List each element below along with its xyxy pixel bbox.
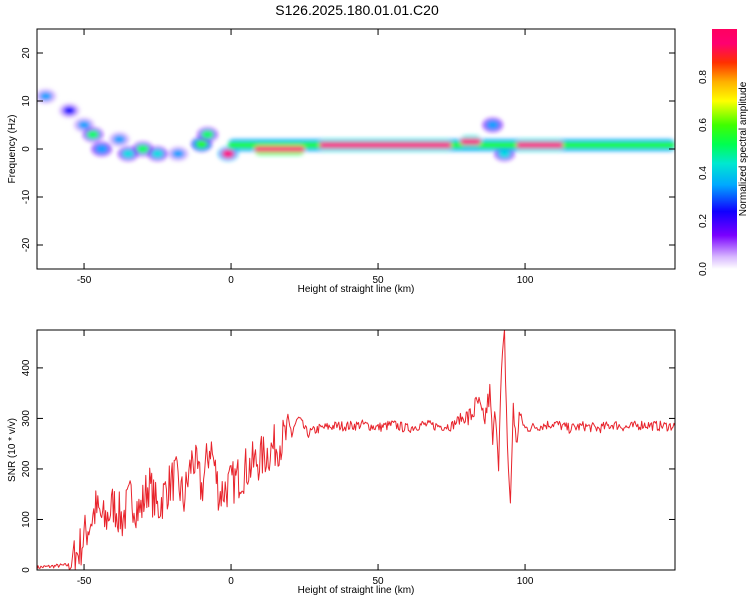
y-tick-label: -10 <box>21 189 32 204</box>
y-tick-label: 10 <box>21 95 32 107</box>
y-tick-label: 400 <box>21 359 32 376</box>
colorbar-gradient <box>712 29 737 269</box>
colorbar-tick-label: 0.0 <box>698 262 709 276</box>
bottom-x-axis-label: Height of straight line (km) <box>298 585 415 596</box>
x-tick-label: 50 <box>372 576 384 587</box>
top-y-axis: 20 10 0 -10 -20 <box>21 47 675 252</box>
heatmap-band <box>319 142 452 149</box>
heatmap-band <box>516 142 564 149</box>
colorbar-label: Normalized spectral amplitude <box>738 81 749 216</box>
bottom-y-axis-label: SNR (10 * v/v) <box>7 418 18 482</box>
heatmap-blob <box>39 92 52 101</box>
x-tick-label: -50 <box>77 576 92 587</box>
colorbar-tick-label: 0.4 <box>698 166 709 180</box>
heatmap-blob <box>63 106 76 115</box>
y-tick-label: 300 <box>21 410 32 427</box>
heatmap-blob <box>86 130 99 139</box>
heatmap-blob <box>136 145 149 153</box>
heatmap-blob <box>122 149 135 158</box>
figure-title: S126.2025.180.01.01.C20 <box>275 2 439 18</box>
x-tick-label: 50 <box>372 275 384 286</box>
bottom-y-axis: 0 100 200 300 400 <box>21 359 675 573</box>
x-tick-label: 0 <box>228 275 234 286</box>
heatmap-blob <box>486 121 499 129</box>
snr-series-line <box>37 330 675 570</box>
y-tick-label: 100 <box>21 511 32 528</box>
y-tick-label: 20 <box>21 47 32 59</box>
heatmap-blob <box>195 140 208 149</box>
heatmap-band <box>460 138 481 145</box>
colorbar-ticks: 0.0 0.2 0.4 0.6 0.8 <box>698 70 709 276</box>
heatmap-band <box>254 146 305 152</box>
snr-panel: -50 0 50 100 0 100 200 300 400 Height of straig… <box>7 329 676 596</box>
colorbar-tick-label: 0.6 <box>698 118 709 132</box>
heatmap-blob <box>113 135 126 144</box>
x-tick-label: 100 <box>517 576 534 587</box>
heatmap-blob <box>201 130 214 139</box>
heatmap-blob <box>95 145 108 153</box>
y-tick-label: -20 <box>21 237 32 252</box>
top-x-axis-label: Height of straight line (km) <box>298 284 415 295</box>
y-tick-label: 0 <box>21 146 32 152</box>
heatmap-layer <box>37 89 675 161</box>
x-tick-label: -50 <box>77 275 92 286</box>
snr-plot-area <box>37 330 675 570</box>
heatmap-blob <box>172 149 185 158</box>
colorbar-tick-label: 0.2 <box>698 214 709 228</box>
heatmap-blob <box>222 149 235 158</box>
heatmap-blob <box>78 121 91 129</box>
heatmap-blob <box>151 149 164 158</box>
colorbar-tick-label: 0.8 <box>698 70 709 84</box>
x-tick-label: 100 <box>517 275 534 286</box>
colorbar: 0.0 0.2 0.4 0.6 0.8 Normalized spectral ampl… <box>698 29 749 276</box>
bottom-x-axis: -50 0 50 100 <box>77 330 534 587</box>
y-tick-label: 0 <box>21 567 32 573</box>
top-y-axis-label: Frequency (Hz) <box>7 115 18 184</box>
x-tick-label: 0 <box>228 576 234 587</box>
y-tick-label: 200 <box>21 460 32 477</box>
heatmap-blob <box>498 149 511 158</box>
top-x-axis: -50 0 50 100 <box>77 29 534 286</box>
